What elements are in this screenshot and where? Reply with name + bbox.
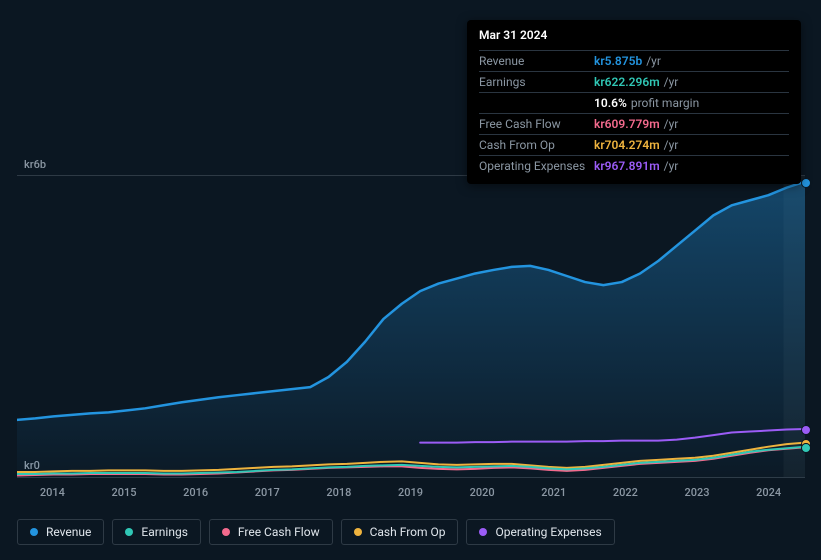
x-tick-label: 2024: [756, 486, 781, 499]
series-end-marker-opex: [801, 425, 811, 435]
legend-item-revenue[interactable]: Revenue: [17, 519, 104, 545]
tooltip-row-unit: /yr: [646, 54, 661, 68]
legend-label: Free Cash Flow: [238, 525, 320, 539]
x-tick-label: 2015: [111, 486, 136, 499]
x-tick-label: 2019: [398, 486, 423, 499]
tooltip-row-unit: /yr: [664, 159, 679, 173]
tooltip-row-value: kr967.891m: [594, 159, 660, 173]
legend-label: Earnings: [141, 525, 188, 539]
x-tick-label: 2014: [40, 486, 65, 499]
x-tick-label: 2018: [326, 486, 351, 499]
tooltip-row: Revenuekr5.875b/yr: [479, 50, 789, 71]
legend-dot: [354, 528, 362, 536]
tooltip-row-unit: /yr: [664, 138, 679, 152]
hover-tooltip: Mar 31 2024 Revenuekr5.875b/yrEarningskr…: [467, 20, 801, 184]
legend-label: Operating Expenses: [495, 525, 601, 539]
tooltip-row-value: 10.6%: [594, 96, 627, 110]
tooltip-row-label: Cash From Op: [479, 138, 594, 152]
chart-container: { "chart": { "type": "line-area", "backg…: [0, 0, 821, 560]
tooltip-row-value: kr622.296m: [594, 75, 660, 89]
legend-label: Revenue: [46, 525, 91, 539]
x-tick-label: 2016: [183, 486, 208, 499]
legend: Revenue Earnings Free Cash Flow Cash From O…: [17, 519, 615, 545]
x-tick-label: 2020: [470, 486, 495, 499]
tooltip-row-unit: /yr: [664, 75, 679, 89]
legend-item-free-cash-flow[interactable]: Free Cash Flow: [209, 519, 333, 545]
tooltip-row-unit: /yr: [664, 117, 679, 131]
y-axis-label-top: kr6b: [24, 158, 46, 171]
series-end-marker-revenue: [801, 178, 811, 188]
x-tick-label: 2023: [685, 486, 710, 499]
tooltip-row-label: Operating Expenses: [479, 159, 594, 173]
tooltip-row-label: Earnings: [479, 75, 594, 89]
tooltip-row-label: Free Cash Flow: [479, 117, 594, 131]
x-tick-label: 2022: [613, 486, 638, 499]
tooltip-row: Earningskr622.296m/yr: [479, 71, 789, 92]
legend-dot: [222, 528, 230, 536]
tooltip-row-value: kr704.274m: [594, 138, 660, 152]
legend-dot: [479, 528, 487, 536]
x-tick-label: 2017: [255, 486, 280, 499]
tooltip-row: Cash From Opkr704.274m/yr: [479, 134, 789, 155]
tooltip-row: 10.6% profit margin: [479, 92, 789, 113]
tooltip-row: Operating Expenseskr967.891m/yr: [479, 155, 789, 176]
tooltip-row: Free Cash Flowkr609.779m/yr: [479, 113, 789, 134]
legend-dot: [125, 528, 133, 536]
x-tick-label: 2021: [541, 486, 566, 499]
tooltip-row-unit: profit margin: [631, 96, 699, 110]
legend-label: Cash From Op: [370, 525, 446, 539]
tooltip-row-value: kr5.875b: [594, 54, 642, 68]
series-end-marker-earnings: [801, 443, 811, 453]
tooltip-row-value: kr609.779m: [594, 117, 660, 131]
legend-dot: [30, 528, 38, 536]
legend-item-cash-from-op[interactable]: Cash From Op: [341, 519, 459, 545]
legend-item-earnings[interactable]: Earnings: [112, 519, 201, 545]
tooltip-date: Mar 31 2024: [479, 28, 789, 46]
tooltip-row-label: Revenue: [479, 54, 594, 68]
tooltip-row-label: [479, 96, 594, 110]
line-chart: [17, 175, 805, 478]
legend-item-operating-expenses[interactable]: Operating Expenses: [466, 519, 614, 545]
